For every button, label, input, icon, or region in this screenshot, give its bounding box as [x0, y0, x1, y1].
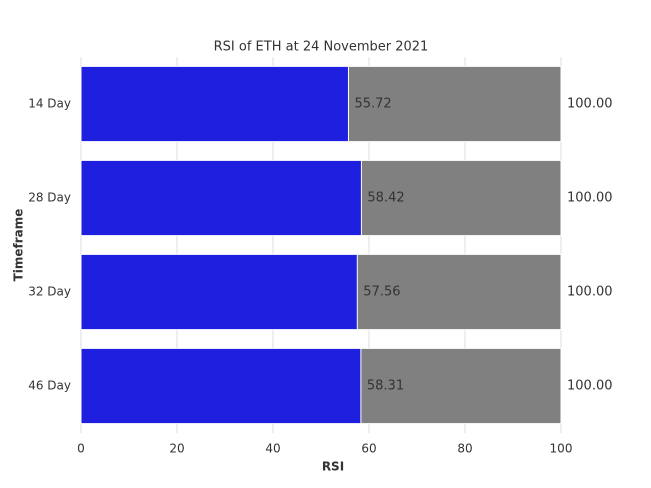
x-tick-label: 100 [550, 442, 573, 456]
x-tick-label: 40 [265, 442, 280, 456]
value-label: 100.00 [567, 379, 613, 394]
x-axis-label: RSI [322, 460, 344, 474]
value-label: 55.72 [354, 97, 391, 112]
x-tick-label: 20 [169, 442, 184, 456]
y-axis-label: Timeframe [12, 209, 26, 282]
value-label: 100.00 [567, 97, 613, 112]
y-tick-label: 14 Day [28, 97, 71, 111]
value-label: 100.00 [567, 285, 613, 300]
y-tick-label: 32 Day [28, 285, 71, 299]
bar [80, 65, 349, 143]
x-tick-label: 60 [361, 442, 376, 456]
x-tick-label: 0 [77, 442, 85, 456]
chart-title: RSI of ETH at 24 November 2021 [214, 40, 429, 55]
x-tick-label: 80 [457, 442, 472, 456]
value-label: 57.56 [363, 285, 400, 300]
value-label: 100.00 [567, 191, 613, 206]
bar [80, 253, 358, 331]
bar [80, 347, 362, 425]
bar [80, 159, 362, 237]
value-label: 58.31 [367, 379, 404, 394]
y-tick-label: 28 Day [28, 191, 71, 205]
value-label: 58.42 [367, 191, 404, 206]
y-tick-label: 46 Day [28, 379, 71, 393]
